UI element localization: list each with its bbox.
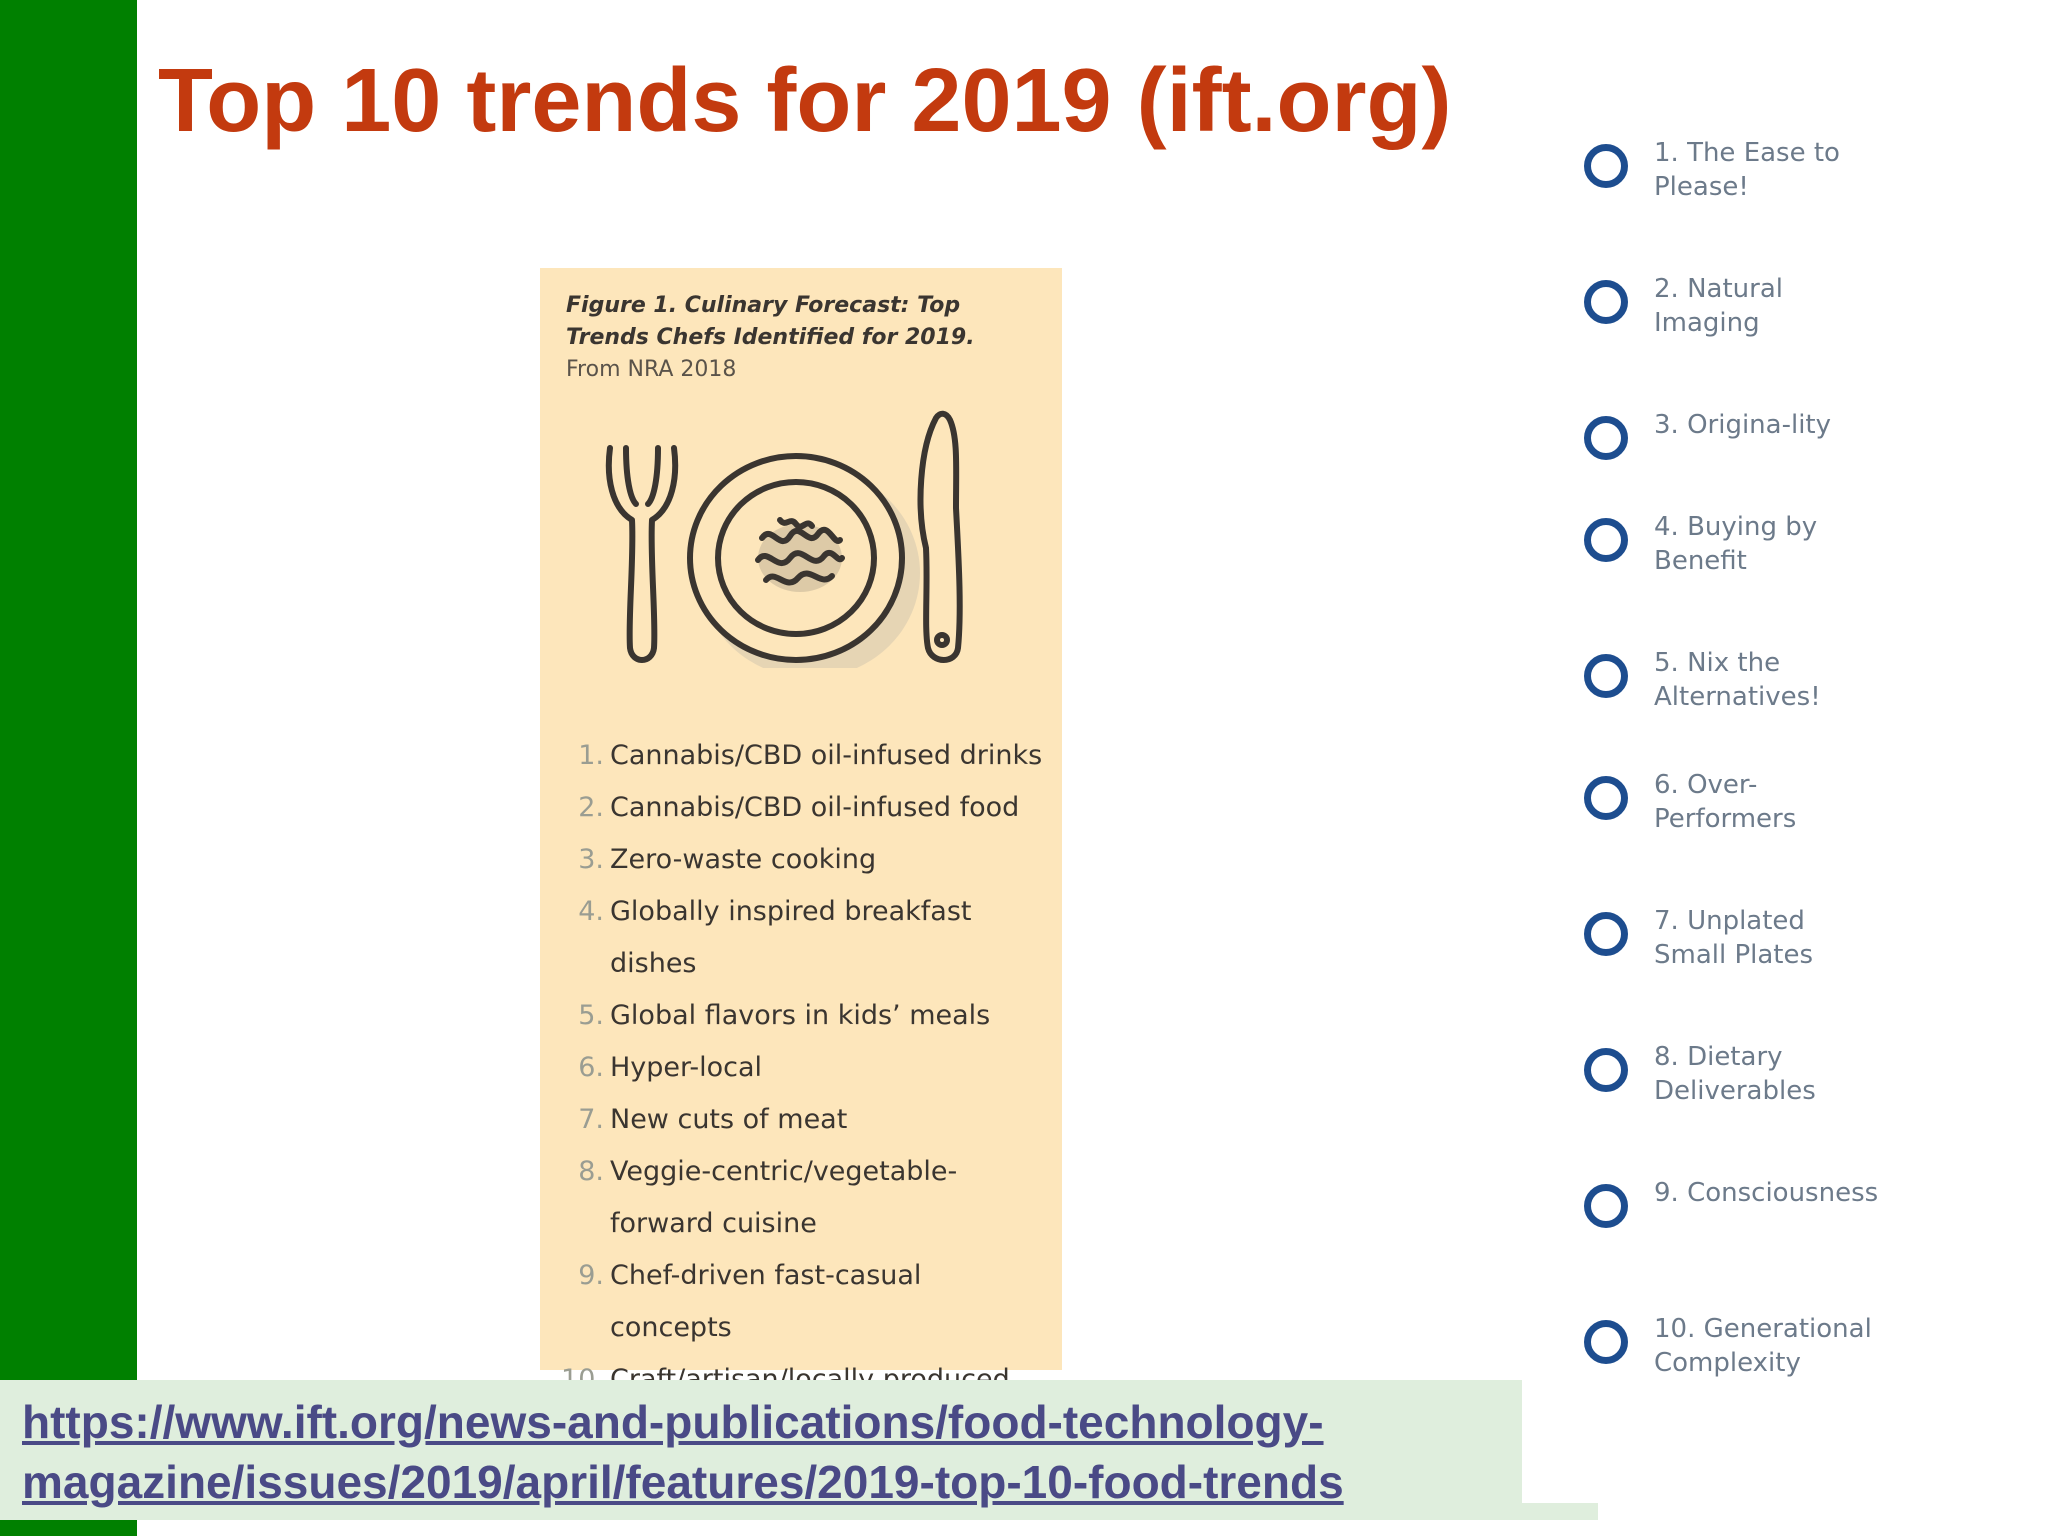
ring-icon bbox=[1584, 1320, 1628, 1364]
trend-item: 7. New cuts of meat bbox=[558, 1094, 1048, 1146]
url-line-2: magazine/issues/2019/april/features/2019… bbox=[22, 1456, 1344, 1508]
ring-icon bbox=[1584, 416, 1628, 460]
checklist-label: 9. Consciousness bbox=[1654, 1178, 1879, 1208]
trend-text: Chef-driven fast-casual concepts bbox=[610, 1260, 922, 1343]
trend-item: 9. Chef-driven fast-casual concepts bbox=[558, 1250, 1048, 1354]
trend-number: 6. bbox=[578, 1052, 604, 1083]
slide-title: Top 10 trends for 2019 (ift.org) bbox=[158, 51, 1452, 151]
ring-icon bbox=[1584, 1048, 1628, 1092]
trend-number: 3. bbox=[578, 844, 604, 875]
trend-number: 2. bbox=[578, 792, 604, 823]
trend-text: Zero-waste cooking bbox=[610, 844, 877, 875]
left-accent-bar-bottom bbox=[0, 1520, 137, 1536]
trend-item: 1. Cannabis/CBD oil-infused drinks bbox=[558, 730, 1048, 782]
url-line-1: https://www.ift.org/news-and-publication… bbox=[22, 1396, 1324, 1448]
knife-icon bbox=[917, 410, 963, 663]
fork-icon bbox=[605, 445, 679, 663]
url-footer-strip bbox=[1522, 1503, 1598, 1520]
figure-caption-title: Figure 1. Culinary Forecast: Top Trends … bbox=[566, 293, 975, 350]
ring-icon bbox=[1584, 912, 1628, 956]
trend-item: 8. Veggie-centric/vegetable-forward cuisi… bbox=[558, 1146, 1048, 1250]
trend-checklist: 1. The Ease to Please! 2. Natural Imagin… bbox=[1584, 0, 1884, 1480]
trend-item: 4. Globally inspired breakfast dishes bbox=[558, 886, 1048, 990]
trend-item: 5. Global flavors in kids’ meals bbox=[558, 990, 1048, 1042]
trend-item: 2. Cannabis/CBD oil-infused food bbox=[558, 782, 1048, 834]
trend-item: 3. Zero-waste cooking bbox=[558, 834, 1048, 886]
ring-icon bbox=[1584, 654, 1628, 698]
plate-with-noodles-icon bbox=[687, 453, 920, 668]
trend-text: Global flavors in kids’ meals bbox=[610, 1000, 991, 1031]
left-accent-bar bbox=[0, 0, 137, 1536]
checklist-label: 2. Natural Imaging bbox=[1654, 274, 1783, 338]
checklist-label: 10. Generational Complexity bbox=[1654, 1314, 1872, 1378]
source-url-link[interactable]: https://www.ift.org/news-and-publication… bbox=[22, 1392, 1522, 1512]
trend-text: Globally inspired breakfast dishes bbox=[610, 896, 972, 979]
trend-text: Cannabis/CBD oil-infused food bbox=[610, 792, 1020, 823]
trend-number: 8. bbox=[578, 1156, 604, 1187]
trend-number: 7. bbox=[578, 1104, 604, 1135]
trend-number: 1. bbox=[578, 740, 604, 771]
trend-text: Veggie-centric/vegetable-forward cuisine bbox=[610, 1156, 958, 1239]
trend-number: 4. bbox=[578, 896, 604, 927]
trend-text: New cuts of meat bbox=[610, 1104, 848, 1135]
checklist-label: 1. The Ease to Please! bbox=[1654, 138, 1840, 202]
ring-icon bbox=[1584, 518, 1628, 562]
ring-icon bbox=[1584, 1184, 1628, 1228]
trend-text: Hyper-local bbox=[610, 1052, 763, 1083]
checklist-label: 8. Dietary Deliverables bbox=[1654, 1042, 1816, 1106]
checklist-label: 6. Over-Performers bbox=[1654, 770, 1797, 834]
trend-number: 9. bbox=[578, 1260, 604, 1291]
figure-caption-source: From NRA 2018 bbox=[566, 357, 737, 382]
figure-caption: Figure 1. Culinary Forecast: Top Trends … bbox=[566, 290, 1026, 386]
trend-text: Cannabis/CBD oil-infused drinks bbox=[610, 740, 1043, 771]
checklist-label: 5. Nix the Alternatives! bbox=[1654, 648, 1821, 712]
ring-icon bbox=[1584, 776, 1628, 820]
checklist-label: 4. Buying by Benefit bbox=[1654, 512, 1818, 576]
ring-icon bbox=[1584, 144, 1628, 188]
figure-card: Figure 1. Culinary Forecast: Top Trends … bbox=[540, 268, 1062, 1447]
checklist-label: 7. Unplated Small Plates bbox=[1654, 906, 1814, 970]
url-footer: https://www.ift.org/news-and-publication… bbox=[0, 1380, 1522, 1520]
trend-item: 6. Hyper-local bbox=[558, 1042, 1048, 1094]
checklist-label: 3. Origina-lity bbox=[1654, 410, 1831, 440]
ring-icon bbox=[1584, 280, 1628, 324]
trend-list: 1. Cannabis/CBD oil-infused drinks 2. Cann… bbox=[558, 730, 1048, 1458]
tableware-illustration bbox=[605, 410, 963, 668]
trend-number: 5. bbox=[578, 1000, 604, 1031]
